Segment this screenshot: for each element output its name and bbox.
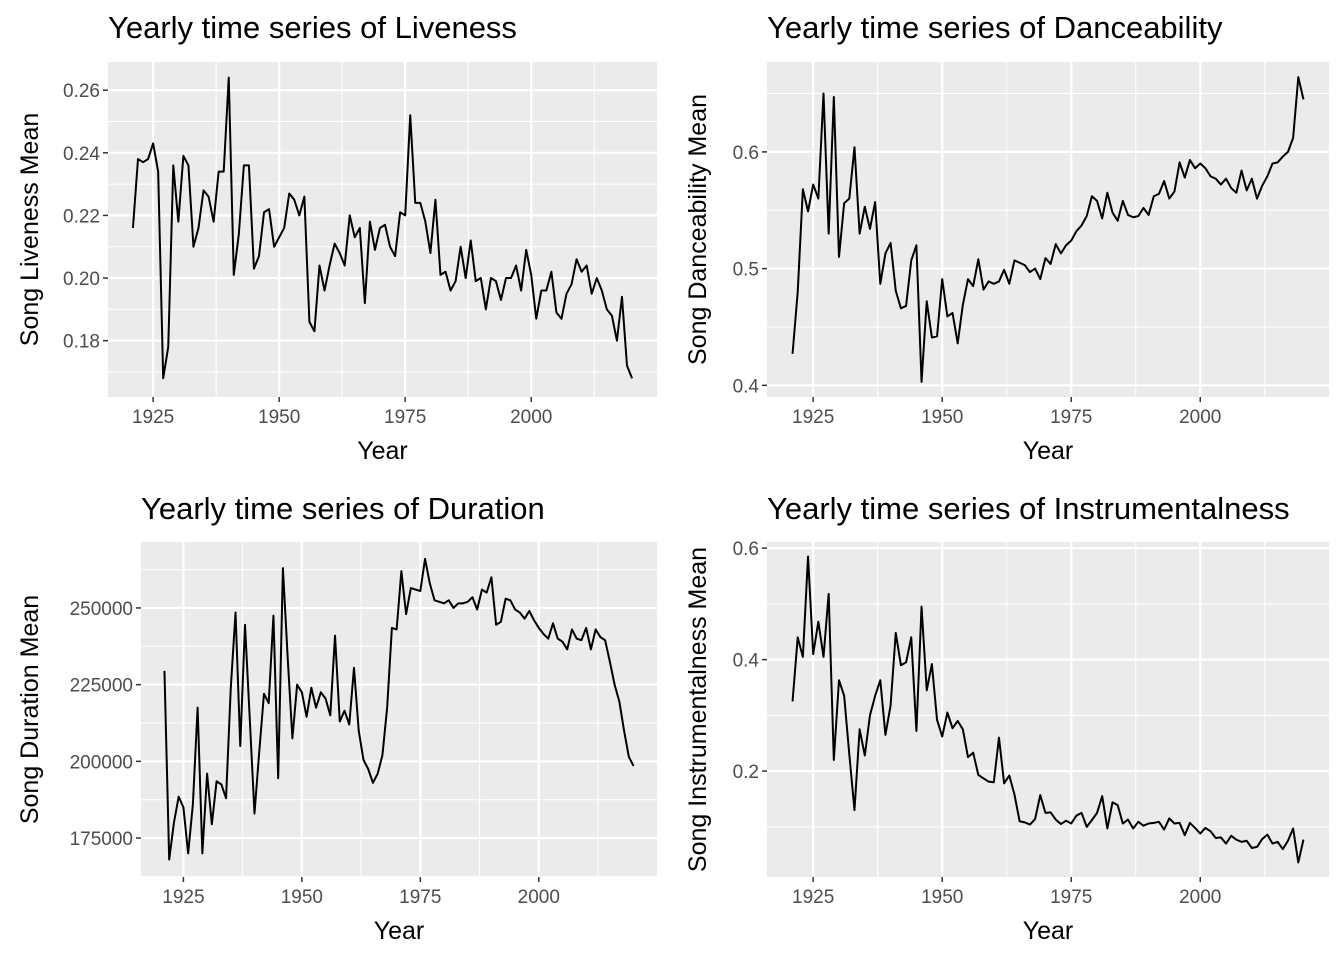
data-line bbox=[791, 76, 1305, 383]
chart-title: Yearly time series of Danceability bbox=[767, 10, 1223, 45]
panel-background bbox=[767, 542, 1329, 877]
data-line bbox=[791, 555, 1305, 864]
y-axis-title: Song Danceability Mean bbox=[684, 94, 712, 365]
panel-background bbox=[767, 62, 1329, 397]
x-axis-title: Year bbox=[1023, 917, 1074, 945]
x-tick-label: 1950 bbox=[921, 887, 963, 908]
y-tick-label: 0.24 bbox=[63, 144, 100, 165]
y-tick-label: 200000 bbox=[70, 752, 133, 773]
y-tick-label: 0.26 bbox=[63, 81, 100, 102]
panel: 175000 200000 225000 250000 1925 1950 1975 2000… bbox=[16, 491, 657, 945]
x-tick-label: 1975 bbox=[1050, 887, 1092, 908]
x-tick-label: 2000 bbox=[518, 887, 560, 908]
y-tick-label: 250000 bbox=[70, 599, 133, 620]
panel: 0.4 0.5 0.6 1925 1950 1975 2000 Yearly time ser… bbox=[684, 10, 1329, 465]
x-tick-label: 1950 bbox=[258, 407, 300, 428]
x-tick-label: 1950 bbox=[281, 887, 323, 908]
y-tick-label: 225000 bbox=[70, 676, 133, 697]
x-tick-label: 1950 bbox=[921, 407, 963, 428]
x-tick-label: 1975 bbox=[384, 407, 426, 428]
y-tick-label: 0.18 bbox=[63, 332, 100, 353]
y-tick-label: 0.6 bbox=[733, 143, 759, 164]
y-tick-label: 0.6 bbox=[733, 539, 759, 560]
panel-background bbox=[108, 62, 657, 397]
y-tick-label: 0.20 bbox=[63, 269, 100, 290]
y-tick-label: 0.2 bbox=[733, 762, 759, 783]
x-tick-label: 2000 bbox=[510, 407, 552, 428]
x-tick-label: 1925 bbox=[792, 887, 834, 908]
x-tick-label: 1925 bbox=[162, 887, 204, 908]
x-tick-label: 2000 bbox=[1179, 887, 1221, 908]
y-tick-label: 0.4 bbox=[733, 651, 760, 672]
y-axis-title: Song Duration Mean bbox=[16, 595, 44, 824]
panel: 0.2 0.4 0.6 1925 1950 1975 2000 Yearly time ser… bbox=[684, 491, 1329, 945]
x-tick-label: 2000 bbox=[1179, 407, 1221, 428]
chart-title: Yearly time series of Instrumentalness bbox=[767, 491, 1290, 526]
y-axis-title: Song Liveness Mean bbox=[16, 113, 44, 346]
x-tick-label: 1975 bbox=[399, 887, 441, 908]
data-line bbox=[163, 557, 635, 861]
y-tick-label: 0.5 bbox=[733, 260, 759, 281]
y-tick-label: 0.22 bbox=[63, 206, 100, 227]
chart-title: Yearly time series of Liveness bbox=[108, 10, 517, 45]
x-axis-title: Year bbox=[374, 917, 425, 945]
y-axis-title: Song Instrumentalness Mean bbox=[684, 547, 712, 872]
chart-title: Yearly time series of Duration bbox=[141, 491, 545, 526]
data-line bbox=[131, 76, 633, 380]
x-tick-label: 1925 bbox=[792, 407, 834, 428]
x-axis-title: Year bbox=[357, 437, 408, 465]
y-tick-label: 175000 bbox=[70, 829, 133, 850]
panel: 0.18 0.20 0.22 0.24 0.26 1925 1950 1975 2000 Year… bbox=[16, 10, 657, 465]
x-tick-label: 1975 bbox=[1050, 407, 1092, 428]
y-tick-label: 0.4 bbox=[733, 376, 760, 397]
x-tick-label: 1925 bbox=[132, 407, 174, 428]
x-axis-title: Year bbox=[1023, 437, 1074, 465]
